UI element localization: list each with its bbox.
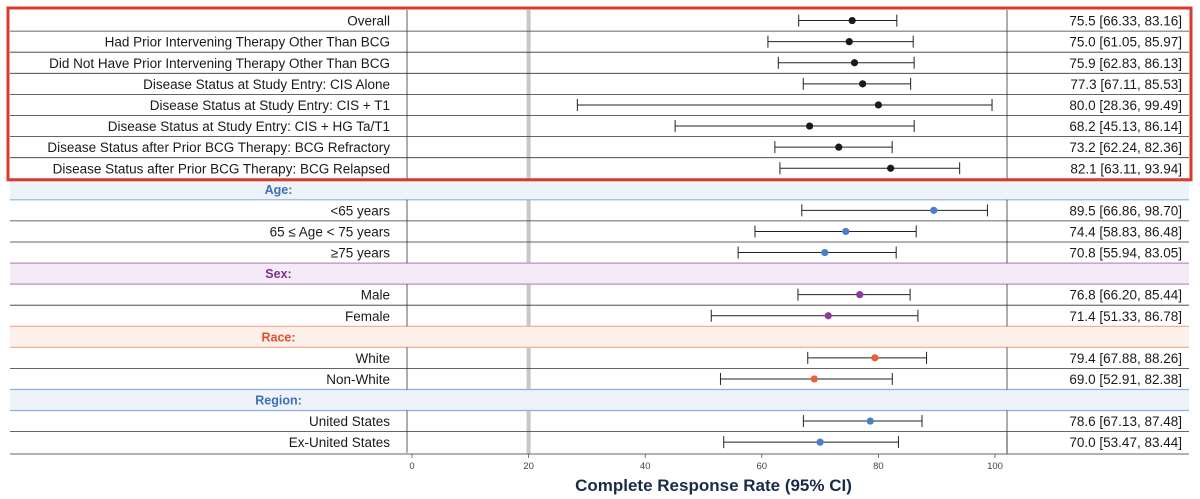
row-value: 69.0 [52.91, 82.38] [1069,372,1182,387]
row-label: White [355,351,390,366]
point-estimate [859,80,867,88]
row-value: 75.9 [62.83, 86.13] [1069,56,1182,71]
row-label: United States [309,414,390,429]
point-estimate [821,248,829,257]
row-value: 79.4 [67.88, 88.26] [1069,351,1182,366]
section-title: Age: [265,183,293,197]
point-estimate [930,206,938,214]
section-band [10,178,1189,200]
row-label: Disease Status at Study Entry: CIS + T1 [150,98,390,113]
point-estimate [850,59,859,67]
point-estimate [824,312,832,320]
row-value: 71.4 [51.33, 86.78] [1069,309,1182,324]
row-label: Disease Status at Study Entry: CIS Alone [143,77,390,92]
section-band [10,263,1189,285]
row-value: 76.8 [66.20, 85.44] [1069,288,1182,303]
row-label: Disease Status at Study Entry: CIS + HG … [108,119,390,134]
point-estimate [810,375,818,383]
section-title: Region: [255,394,302,408]
row-value: 78.6 [67.13, 87.48] [1069,414,1182,429]
point-estimate [887,164,895,172]
point-estimate [848,16,856,25]
row-value: 74.4 [58.83, 86.48] [1069,224,1182,239]
row-value: 89.5 [66.86, 98.70] [1069,203,1182,218]
row-label: Female [345,309,390,324]
row-value: 68.2 [45.13, 86.14] [1069,119,1182,134]
point-estimate [845,38,853,46]
row-value: 82.1 [63.11, 93.94] [1070,161,1182,176]
row-label: Did Not Have Prior Intervening Therapy O… [49,56,390,71]
x-tick-label: 40 [640,461,651,472]
x-tick-label: 100 [987,461,1003,472]
row-value: 70.8 [55.94, 83.05] [1069,246,1182,261]
row-value: 75.5 [66.33, 83.16] [1069,14,1182,29]
row-value: 75.0 [61.05, 85.97] [1069,35,1182,50]
row-label: Male [361,288,390,303]
point-estimate [871,354,879,362]
section-title: Sex: [265,267,291,281]
point-estimate [816,438,824,446]
x-tick-label: 60 [757,461,768,472]
row-label: Disease Status after Prior BCG Therapy: … [53,161,390,176]
section-title: Race: [261,330,295,344]
point-estimate [835,143,843,151]
x-tick-label: 20 [523,461,534,472]
row-label: ≥75 years [331,246,390,261]
row-label: Overall [347,14,390,29]
section-band [10,326,1189,348]
highlight-box [6,6,1193,182]
point-estimate [806,122,814,130]
row-value: 73.2 [62.24, 82.36] [1069,140,1182,155]
point-estimate [842,227,850,236]
row-label: 65 ≤ Age < 75 years [270,224,391,239]
row-label: <65 years [330,203,390,218]
section-band [10,389,1189,411]
row-label: Ex-United States [289,435,391,450]
row-value: 70.0 [53.47, 83.44] [1069,435,1182,450]
point-estimate [856,291,864,299]
row-value: 77.3 [67.11, 85.53] [1070,77,1182,92]
x-axis-label: Complete Response Rate (95% CI) [575,476,852,495]
point-estimate [866,417,874,425]
row-label: Non-White [326,372,390,387]
reference-line [526,10,531,454]
x-tick-label: 0 [409,461,414,472]
row-label: Had Prior Intervening Therapy Other Than… [105,35,390,50]
row-value: 80.0 [28.36, 99.49] [1069,98,1182,113]
point-estimate [874,101,883,109]
x-tick-label: 80 [873,461,884,472]
row-label: Disease Status after Prior BCG Therapy: … [47,140,390,155]
